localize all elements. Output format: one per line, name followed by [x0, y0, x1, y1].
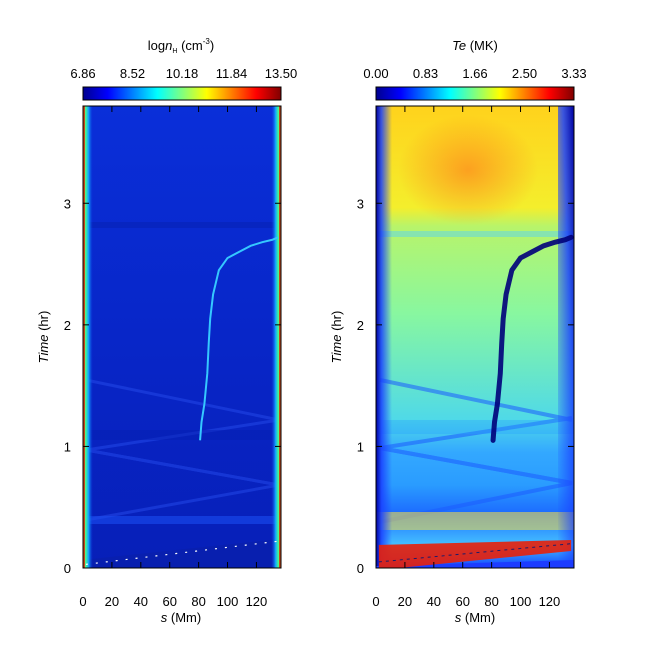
density-plot-frame — [82, 105, 282, 569]
density-features — [85, 236, 279, 565]
temperature-colorbar-tick-label: 0.83 — [413, 66, 438, 81]
temperature-x-tick-label: 120 — [539, 594, 561, 609]
density-colorbar — [82, 86, 282, 101]
temperature-colorbar-tick-label: 2.50 — [512, 66, 537, 81]
temperature-colorbar — [375, 86, 575, 101]
temperature-colorbar-title: Te (MK) — [452, 38, 498, 53]
density-x-tick-label: 120 — [246, 594, 268, 609]
temperature-y-tick-label: 2 — [357, 318, 364, 333]
temperature-axes: 0 20 40 60 80 100 120 0 1 2 3 — [357, 106, 574, 609]
density-initial-front — [85, 540, 279, 565]
density-y-tick-label: 3 — [64, 196, 71, 211]
density-colorbar-tick-label: 6.86 — [70, 66, 95, 81]
temperature-x-axis-label: s (Mm) — [455, 610, 495, 625]
density-colorbar-tick-label: 13.50 — [265, 66, 298, 81]
density-y-axis-label: Time (hr) — [36, 311, 51, 364]
temperature-colorbar-tick-label: 3.33 — [561, 66, 586, 81]
density-x-tick-label: 60 — [162, 594, 176, 609]
density-colorbar-title: lognH (cm-3) — [148, 37, 214, 55]
temperature-x-tick-label: 60 — [455, 594, 469, 609]
temperature-heatmap — [376, 106, 574, 568]
density-axes: 0 20 40 60 80 100 120 0 1 2 3 — [64, 106, 281, 609]
density-panel: lognH (cm-3) 6.86 8.52 10.18 11.84 13.50 — [36, 37, 297, 625]
temperature-colorbar-tick-label: 1.66 — [462, 66, 487, 81]
density-x-tick-label: 20 — [105, 594, 119, 609]
temperature-features — [378, 234, 574, 568]
temperature-x-tick-label: 40 — [427, 594, 441, 609]
density-condensation-track — [199, 236, 279, 441]
temperature-x-tick-label: 100 — [510, 594, 532, 609]
temperature-y-tick-label: 1 — [357, 439, 364, 454]
temperature-y-tick-label: 3 — [357, 196, 364, 211]
temperature-panel: Te (MK) 0.00 0.83 1.66 2.50 3.33 — [329, 38, 587, 625]
temperature-colorbar-ticks: 0.00 0.83 1.66 2.50 3.33 — [363, 66, 587, 91]
temperature-x-tick-label: 20 — [398, 594, 412, 609]
density-colorbar-tick-label: 8.52 — [120, 66, 145, 81]
temperature-colorbar-tick-label: 0.00 — [363, 66, 388, 81]
density-x-axis-label: s (Mm) — [161, 610, 201, 625]
temperature-cool-track — [490, 234, 574, 443]
density-colorbar-tick-label: 11.84 — [216, 66, 248, 81]
density-y-tick-label: 0 — [64, 561, 71, 576]
density-x-tick-label: 80 — [191, 594, 205, 609]
temperature-x-tick-label: 80 — [484, 594, 498, 609]
temperature-x-tick-label: 0 — [372, 594, 379, 609]
density-x-tick-label: 0 — [79, 594, 86, 609]
density-heatmap — [83, 106, 281, 568]
temperature-y-axis-label: Time (hr) — [329, 311, 344, 364]
temperature-y-tick-label: 0 — [357, 561, 364, 576]
temperature-plot-frame — [375, 105, 575, 569]
density-x-tick-label: 100 — [217, 594, 239, 609]
density-y-tick-label: 1 — [64, 439, 71, 454]
temperature-hot-front — [378, 540, 572, 568]
density-x-tick-label: 40 — [134, 594, 148, 609]
density-y-tick-label: 2 — [64, 318, 71, 333]
density-colorbar-tick-label: 10.18 — [166, 66, 199, 81]
